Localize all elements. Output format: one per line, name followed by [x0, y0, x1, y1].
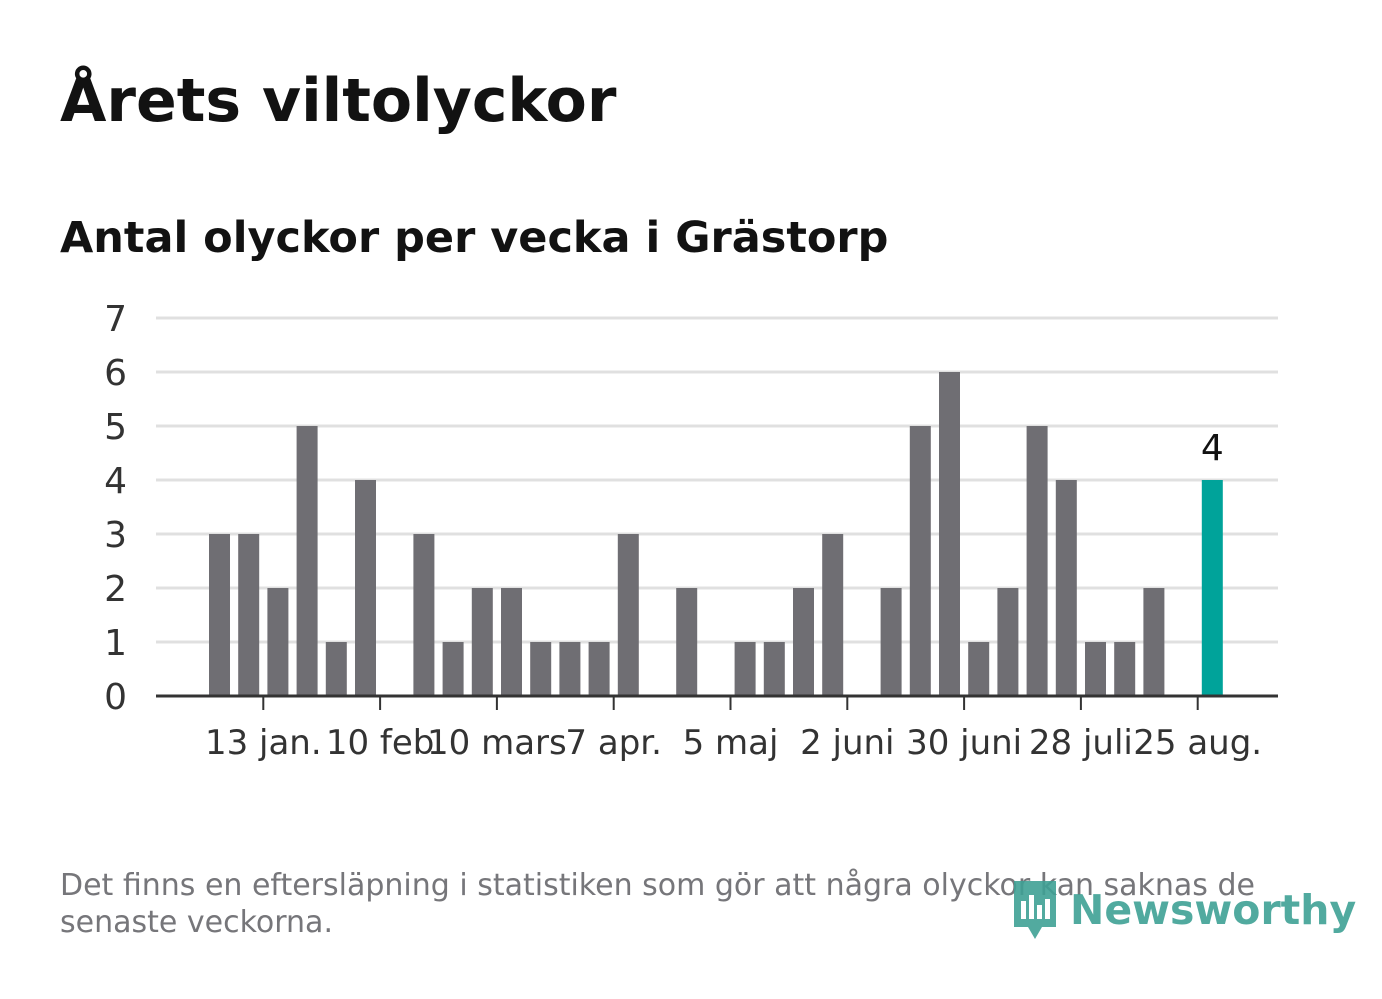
- y-tick-label: 1: [104, 623, 127, 664]
- bar: [530, 642, 552, 696]
- grid-lines: [156, 316, 1278, 644]
- y-tick-label: 7: [104, 299, 127, 340]
- x-tick-label: 25 aug.: [1133, 723, 1262, 763]
- bar: [1085, 642, 1106, 696]
- bar: [1114, 642, 1136, 696]
- y-tick-label: 2: [104, 569, 127, 610]
- bar: [238, 534, 260, 696]
- x-tick-label: 13 jan.: [205, 723, 322, 763]
- bar: [734, 642, 756, 696]
- bar: [559, 642, 581, 696]
- newsworthy-logo-icon: [1014, 881, 1056, 939]
- bar: [1143, 588, 1165, 696]
- brand-logo[interactable]: Newsworthy: [1010, 875, 1356, 945]
- bar: [1026, 426, 1048, 696]
- y-tick-label: 0: [104, 677, 127, 718]
- bars: [209, 372, 1223, 696]
- x-tick-label: 30 juni: [906, 723, 1022, 763]
- bar: [413, 534, 435, 696]
- bar: [471, 588, 493, 696]
- y-tick-label: 5: [104, 407, 127, 448]
- bar: [676, 588, 698, 696]
- bar: [355, 480, 376, 696]
- bar: [909, 426, 931, 696]
- bar: [880, 588, 902, 696]
- y-axis-ticks: 0 1 2 3 4 5 6 7: [104, 299, 127, 718]
- brand-name: Newsworthy: [1070, 886, 1357, 934]
- bar: [442, 642, 464, 696]
- bar: [997, 588, 1019, 696]
- bar: [793, 588, 814, 696]
- chart-title: Årets viltolyckor: [60, 66, 617, 136]
- y-tick-label: 6: [104, 353, 127, 394]
- highlighted-bar: [1201, 480, 1223, 696]
- x-tick-label: 7 apr.: [565, 723, 662, 763]
- data-labels: 4: [1201, 428, 1224, 469]
- x-tick-label: 10 mars: [427, 723, 567, 763]
- data-label: 4: [1201, 428, 1224, 469]
- x-tick-label: 5 maj: [683, 723, 779, 763]
- bar: [763, 642, 785, 696]
- chart-subtitle: Antal olyckor per vecka i Grästorp: [60, 213, 889, 263]
- bar: [822, 534, 844, 696]
- y-tick-label: 3: [104, 515, 127, 556]
- bar: [267, 588, 289, 696]
- bar: [939, 372, 960, 696]
- y-tick-label: 4: [104, 461, 127, 502]
- bar: [588, 642, 610, 696]
- bar: [1055, 480, 1077, 696]
- bar: [617, 534, 639, 696]
- bar: [209, 534, 230, 696]
- bar: [968, 642, 990, 696]
- x-tick-label: 28 juli: [1029, 723, 1133, 763]
- x-tick-label: 10 feb: [326, 723, 435, 763]
- bar: [296, 426, 318, 696]
- bar: [325, 642, 347, 696]
- x-tick-label: 2 juni: [800, 723, 894, 763]
- bar: [501, 588, 522, 696]
